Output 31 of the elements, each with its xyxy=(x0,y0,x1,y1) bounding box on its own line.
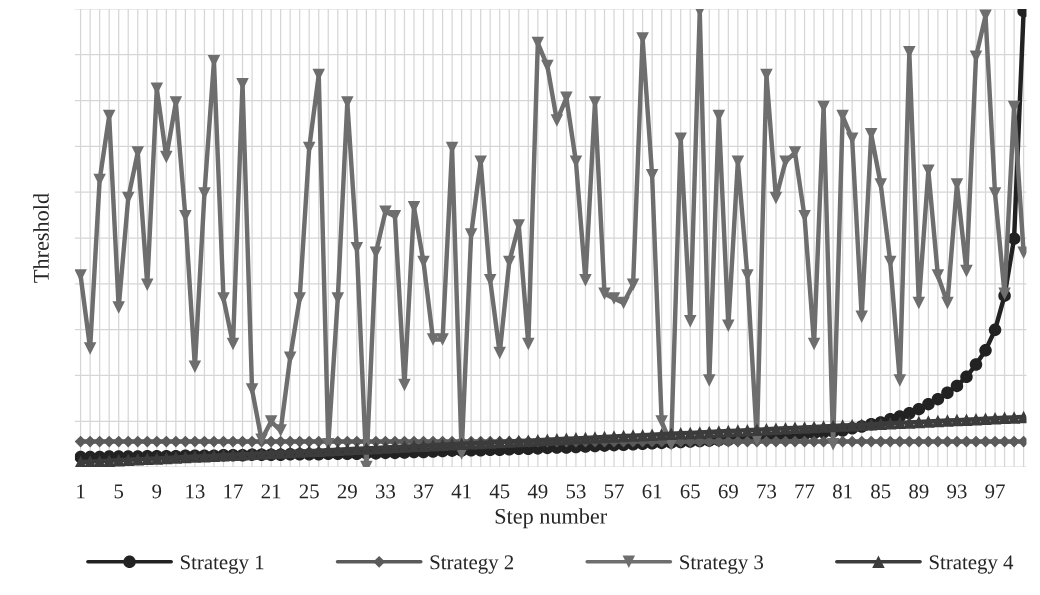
x-axis-title: Step number xyxy=(495,508,607,529)
x-tick-label: 73 xyxy=(757,484,777,499)
x-tick-label: 77 xyxy=(795,484,815,499)
x-tick-label: 5 xyxy=(114,484,124,499)
legend-label: Strategy 3 xyxy=(680,555,764,574)
x-tick-label: 29 xyxy=(337,484,357,499)
legend-label: Strategy 2 xyxy=(430,555,514,574)
x-tick-label: 45 xyxy=(489,484,510,499)
x-tick-label: 61 xyxy=(642,484,662,499)
x-tick-label: 41 xyxy=(451,484,471,499)
x-tick-label: 57 xyxy=(604,484,624,499)
x-tick-label: 49 xyxy=(527,484,548,499)
x-tick-label: 33 xyxy=(375,484,396,499)
x-tick-label: 97 xyxy=(985,484,1005,499)
y-axis-title: Threshold xyxy=(33,193,49,283)
x-tick-label: 65 xyxy=(680,484,700,499)
legend-label: Strategy 1 xyxy=(180,555,264,574)
x-tick-label: 25 xyxy=(299,484,319,499)
x-tick-label: 81 xyxy=(833,484,852,499)
x-tick-label: 1 xyxy=(77,484,85,499)
x-tick-label: 21 xyxy=(261,484,281,499)
x-tick-label: 9 xyxy=(152,484,162,499)
legend-label: Strategy 4 xyxy=(929,555,1014,574)
x-tick-label: 13 xyxy=(186,484,205,499)
x-tick-label: 37 xyxy=(414,484,434,499)
x-tick-label: 85 xyxy=(871,484,891,499)
x-tick-label: 17 xyxy=(224,484,243,499)
x-tick-label: 53 xyxy=(566,484,586,499)
x-tick-label: 93 xyxy=(947,484,967,499)
x-tick-label: 69 xyxy=(718,484,738,499)
x-tick-label: 89 xyxy=(909,484,929,499)
